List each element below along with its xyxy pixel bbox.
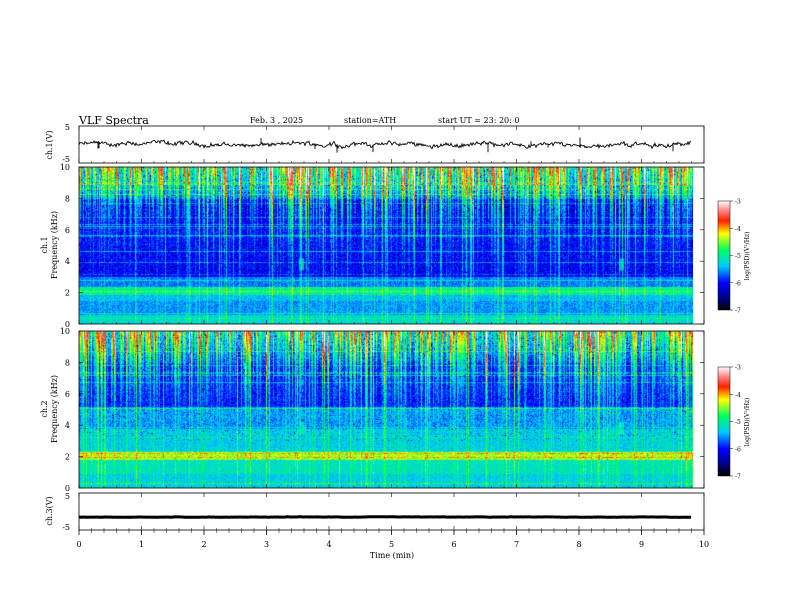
start-time-label: start UT = 23: 20: 0 xyxy=(438,116,519,125)
y-tick-label: 6 xyxy=(65,226,70,235)
colorbar-tick-label: -6 xyxy=(735,280,741,287)
x-tick-label: 3 xyxy=(264,540,269,549)
x-tick-label: 4 xyxy=(326,540,331,549)
y-tick-label: 2 xyxy=(65,289,70,298)
y-tick-label: 8 xyxy=(65,358,70,367)
ch3-ytick-top: 5 xyxy=(65,492,70,501)
x-axis-label: Time (min) xyxy=(370,551,414,560)
ch2-colorbar xyxy=(717,366,731,477)
x-tick-label: 6 xyxy=(451,540,456,549)
x-tick-label: 10 xyxy=(699,540,709,549)
ch2-spectrogram-image xyxy=(79,331,693,488)
x-tick-label: 9 xyxy=(639,540,644,549)
ch1-spectrogram-image xyxy=(79,167,693,324)
panel-ch1-waveform: ch.1(V) 5 -5 xyxy=(45,123,705,164)
x-tick-label: 7 xyxy=(514,540,519,549)
station-label: station=ATH xyxy=(344,116,396,125)
ch1-ytick-top: 5 xyxy=(65,123,70,132)
x-tick-label: 8 xyxy=(576,540,581,549)
ch3-ytick-bottom: -5 xyxy=(62,523,70,532)
ch1-ytick-bottom: -5 xyxy=(62,155,70,164)
y-tick-label: 8 xyxy=(65,194,70,203)
x-tick-label: 0 xyxy=(76,540,81,549)
ch1-ylabel: ch.1(V) xyxy=(45,130,54,159)
y-tick-label: 10 xyxy=(60,327,70,336)
chart-title: VLF Spectra xyxy=(78,114,149,127)
y-tick-label: 0 xyxy=(65,320,70,329)
y-tick-label: 4 xyxy=(65,257,70,266)
ch2-colorbar-label: log(PSD)(V²/Hz) xyxy=(744,398,751,447)
y-tick-label: 0 xyxy=(65,484,70,493)
ch1-spec-channel-label: ch.1 xyxy=(40,236,49,253)
y-tick-label: 4 xyxy=(65,421,70,430)
y-tick-label: 2 xyxy=(65,453,70,462)
colorbar-tick-label: -5 xyxy=(735,253,741,260)
x-tick-label: 2 xyxy=(201,540,206,549)
ch3-ylabel: ch.3(V) xyxy=(45,496,54,525)
colorbar-tick-label: -4 xyxy=(735,392,741,399)
colorbar-tick-label: -5 xyxy=(735,419,741,426)
x-tick-label: 1 xyxy=(139,540,144,549)
colorbar-tick-label: -7 xyxy=(735,308,741,315)
panel-ch3-frame xyxy=(78,492,705,531)
colorbar-tick-label: -4 xyxy=(735,226,741,233)
y-tick-label: 6 xyxy=(65,390,70,399)
colorbar-tick-label: -3 xyxy=(735,199,741,206)
ch1-waveform-line xyxy=(78,137,692,153)
ch1-colorbar xyxy=(717,200,731,311)
ch2-spec-channel-label: ch.2 xyxy=(40,400,49,417)
colorbar-tick-label: -7 xyxy=(735,474,741,481)
panel-ch3-waveform: ch.3(V) 5 -5 xyxy=(45,492,705,532)
ch2-spec-ylabel: Frequency (kHz) xyxy=(50,375,59,443)
ch1-colorbar-label: log(PSD)(V²/Hz) xyxy=(744,232,751,281)
ch1-spec-ylabel: Frequency (kHz) xyxy=(50,211,59,279)
ch3-waveform-line xyxy=(79,515,692,519)
y-tick-label: 10 xyxy=(60,163,70,172)
date-label: Feb. 3 , 2025 xyxy=(250,116,303,125)
colorbar-tick-label: -3 xyxy=(735,365,741,372)
time-axis: 0 1 2 3 4 5 6 7 8 9 10 xyxy=(76,126,709,549)
x-tick-label: 5 xyxy=(389,540,394,549)
colorbar-tick-label: -6 xyxy=(735,446,741,453)
